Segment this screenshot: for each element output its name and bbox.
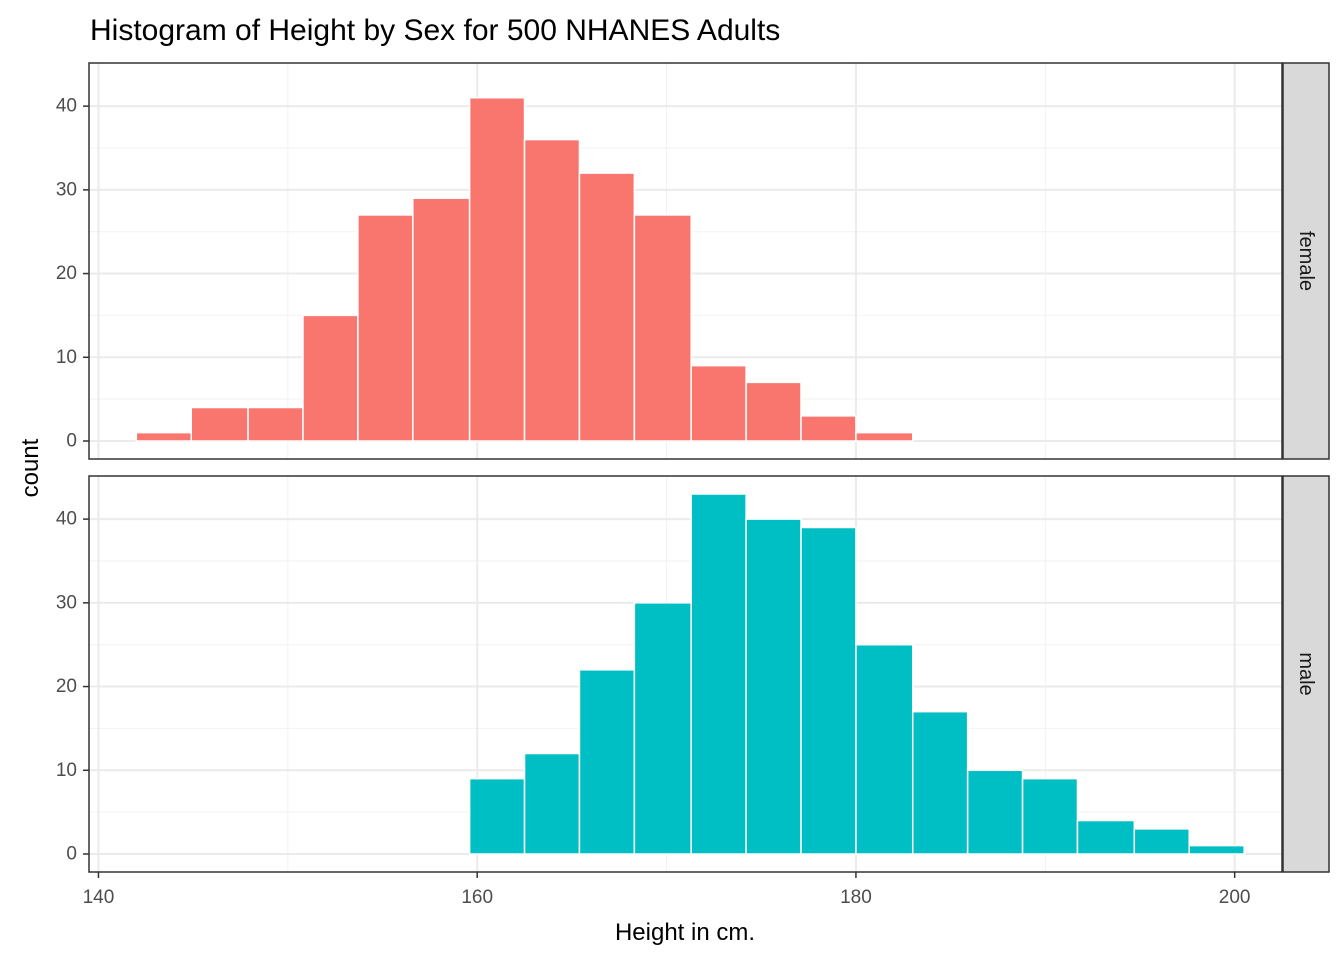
- y-tick-label: 0: [66, 844, 77, 865]
- chart-title: Histogram of Height by Sex for 500 NHANE…: [90, 14, 780, 47]
- histogram-bar: [523, 138, 581, 442]
- panel-border: [88, 62, 1283, 460]
- histogram-bar: [412, 197, 471, 442]
- facet-strip-label: female: [1295, 231, 1317, 291]
- histogram-bar: [135, 431, 193, 442]
- histogram-bar: [1133, 828, 1190, 855]
- histogram-bar: [357, 214, 414, 442]
- facet-panel-male: male 0 10 20 30 40: [56, 475, 1330, 873]
- y-tick-label: 0: [66, 431, 77, 452]
- histogram-bar: [911, 710, 969, 855]
- panel-border: [88, 475, 1283, 873]
- histogram-bar: [578, 172, 636, 442]
- y-tick-label: 10: [56, 347, 77, 368]
- x-tick-label: 160: [461, 887, 493, 908]
- histogram-bar: [745, 381, 802, 442]
- x-tick-label: 180: [840, 887, 872, 908]
- facet-panels: female 0 10 20 30 40 male 0 10 20 30 40 140 160 180 200: [56, 62, 1330, 908]
- y-tick-label: 20: [56, 676, 77, 697]
- histogram-bar: [855, 431, 914, 442]
- y-tick-label: 40: [56, 96, 77, 117]
- histogram-bar: [633, 602, 692, 855]
- y-tick-label: 10: [56, 760, 77, 781]
- histogram-bar: [690, 364, 747, 442]
- histogram-bar: [247, 406, 304, 442]
- facet-strip: [1282, 475, 1330, 873]
- histogram-bar: [468, 96, 526, 442]
- histogram-bar: [1021, 777, 1079, 855]
- histogram-bar: [800, 415, 857, 442]
- histogram-bar: [523, 752, 581, 855]
- x-axis: 140 160 180 200: [83, 872, 1251, 908]
- y-tick-label: 30: [56, 592, 77, 613]
- histogram-bar: [800, 526, 857, 855]
- histogram-bar: [578, 669, 636, 855]
- histogram-bar: [302, 314, 359, 442]
- histogram-bar: [468, 777, 526, 855]
- histogram-bar: [855, 643, 914, 855]
- y-tick-label: 30: [56, 179, 77, 200]
- histogram-bar: [1076, 819, 1136, 855]
- histogram-bar: [966, 769, 1024, 855]
- histogram-bar: [190, 406, 249, 442]
- x-axis-title: Height in cm.: [615, 919, 755, 946]
- facet-strip: [1282, 62, 1330, 460]
- histogram-bar: [633, 214, 692, 442]
- x-tick-label: 200: [1219, 887, 1251, 908]
- x-tick-label: 140: [83, 887, 115, 908]
- y-tick-label: 40: [56, 509, 77, 530]
- facet-panel-female: female 0 10 20 30 40: [56, 62, 1330, 460]
- y-tick-label: 20: [56, 263, 77, 284]
- facet-strip-label: male: [1295, 652, 1317, 695]
- histogram-bar: [1188, 844, 1245, 855]
- histogram-bar: [745, 518, 802, 855]
- histogram-bar: [690, 493, 747, 855]
- y-axis-title: count: [17, 438, 44, 497]
